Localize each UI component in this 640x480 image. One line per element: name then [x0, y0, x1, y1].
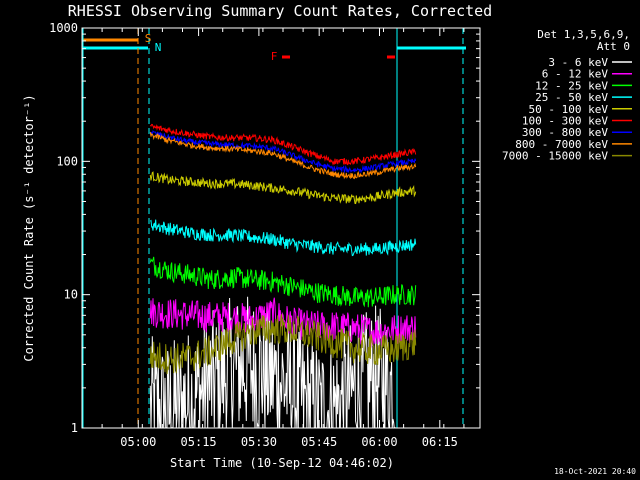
- series-line-3: [149, 219, 417, 257]
- series-line-4: [149, 171, 417, 205]
- series-line-5: [149, 123, 417, 166]
- y-tick-label: 100: [56, 154, 78, 168]
- x-tick-label: 05:15: [181, 435, 217, 449]
- legend-label: 3 - 6 keV: [548, 56, 608, 69]
- legend-label: 12 - 25 keV: [535, 79, 608, 92]
- flag-f: F: [271, 50, 278, 63]
- x-tick-label: 05:45: [301, 435, 337, 449]
- legend-label: 7000 - 15000 keV: [502, 150, 608, 163]
- y-axis: 1 10 100 1000: [49, 21, 480, 435]
- plot-frame: [81, 27, 481, 429]
- series-line-8: [149, 314, 417, 375]
- series-line-0: [149, 296, 396, 428]
- flag-s: S: [145, 32, 152, 45]
- x-tick-label: 05:30: [241, 435, 277, 449]
- legend-label: 100 - 300 keV: [522, 115, 608, 128]
- legend-header-line-2: Att 0: [597, 40, 630, 53]
- y-tick-label: 10: [64, 288, 78, 302]
- legend-label: 25 - 50 keV: [535, 91, 608, 104]
- y-tick-label: 1: [71, 421, 78, 435]
- y-tick-label: 1000: [49, 21, 78, 35]
- chart-marks: SN F: [82, 28, 466, 428]
- series-line-7: [149, 132, 417, 180]
- x-tick-label: 06:15: [422, 435, 458, 449]
- series-line-6: [149, 130, 417, 174]
- legend-label: 50 - 100 keV: [529, 103, 609, 116]
- x-axis: 05:00 05:15 05:30 05:45 06:00 06:15: [81, 28, 465, 449]
- legend-label: 300 - 800 keV: [522, 126, 608, 139]
- chart-title: RHESSI Observing Summary Count Rates, Co…: [68, 2, 492, 20]
- timestamp: 18-Oct-2021 20:40: [554, 467, 636, 476]
- legend-label: 6 - 12 keV: [542, 68, 609, 81]
- y-axis-label: Corrected Count Rate (s⁻¹ detector⁻¹): [22, 94, 36, 361]
- x-tick-label: 05:00: [120, 435, 156, 449]
- x-axis-label: Start Time (10-Sep-12 04:46:02): [170, 456, 394, 470]
- flag-n: N: [155, 41, 162, 54]
- series-line-2: [149, 256, 417, 308]
- legend-label: 800 - 7000 keV: [515, 138, 608, 151]
- legend-header-line-1: Det 1,3,5,6,9,: [537, 28, 630, 41]
- x-tick-label: 06:00: [361, 435, 397, 449]
